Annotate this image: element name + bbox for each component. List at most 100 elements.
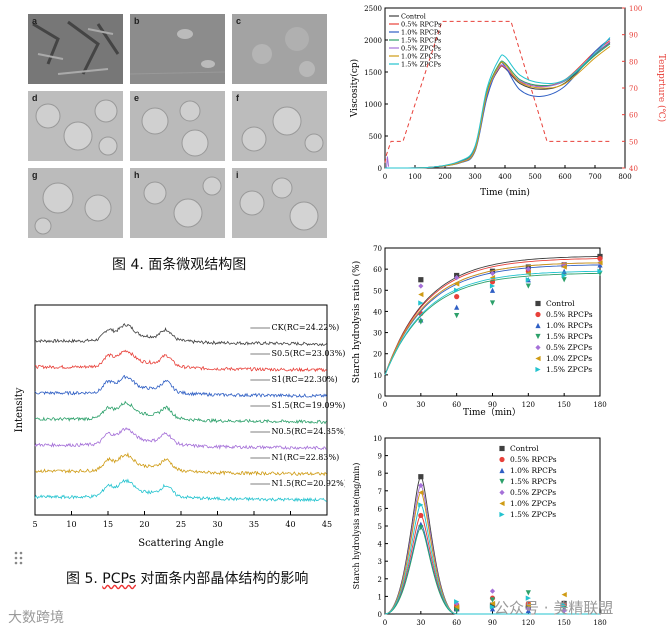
rate-legend-marker [499, 456, 505, 463]
ratio-point [454, 281, 460, 287]
rate-peak-point [418, 502, 424, 508]
ratio-point [454, 304, 460, 310]
rva-ytick-label: 1000 [364, 101, 382, 109]
rate-peak-point [418, 482, 424, 489]
rva-y2label: Temprture (℃) [656, 54, 667, 122]
ratio-point [525, 270, 531, 276]
ratio-ytick-label: 60 [373, 266, 382, 274]
xrd-xtick-label: 30 [212, 520, 222, 529]
ratio-legend-label: 1.0% RPCPs [546, 321, 593, 330]
panel-label: a [32, 16, 38, 26]
rate-ytick-label: 9 [378, 453, 382, 461]
micrograph-panel: c [232, 14, 327, 84]
xrd-xlabel: Scattering Angle [138, 538, 224, 549]
drag-handle-icon[interactable] [14, 550, 24, 565]
xrd-xtick-label: 5 [32, 520, 37, 529]
rva-y2tick-label: 90 [629, 32, 638, 40]
ratio-legend-marker [535, 355, 541, 362]
xrd-series-line [34, 349, 327, 373]
ratio-point [454, 287, 460, 293]
panel-label: g [32, 170, 38, 180]
rva-xtick-label: 500 [528, 173, 541, 181]
micrograph-panel: g [28, 168, 123, 238]
rva-y2tick-label: 70 [629, 85, 638, 93]
ratio-point [489, 300, 496, 306]
ratio-ytick-label: 50 [373, 287, 382, 295]
xrd-series-label: N1(RC=22.83%) [272, 453, 340, 462]
rva-series-line [384, 37, 611, 169]
xrd-series-line [34, 374, 328, 398]
rate-legend-marker [499, 478, 505, 485]
micrograph-panel: d [28, 91, 123, 161]
rva-chart: 0 100 200 300 400 500 600 700 800 0 500 1000 1500 200… [349, 5, 667, 198]
rva-ytick-label: 500 [369, 133, 382, 141]
xrd-series-label: CK(RC=24.22%) [272, 323, 340, 332]
rva-xtick-label: 100 [408, 173, 421, 181]
ratio-point [561, 277, 567, 283]
rate-peak-point [418, 489, 424, 496]
rva-y2tick-label: 80 [629, 58, 638, 66]
rate-xtick-label: 30 [416, 619, 425, 627]
xrd-chart: CK(RC=24.22%) S0.5(RC=23.03%) S1(RC=22.30%… [14, 304, 345, 549]
rate-ylabel: Starch hydrolysis rate(mg/min) [352, 463, 361, 590]
rva-legend-label: 0.5% RPCPs [401, 21, 441, 29]
rate-ytick-label: 2 [378, 576, 382, 584]
ratio-point [597, 255, 603, 262]
rate-point [454, 599, 460, 605]
rate-point [489, 597, 496, 603]
ratio-point [489, 283, 496, 289]
xrd-xtick-label: 45 [322, 520, 332, 529]
rva-temperature-line [384, 20, 610, 163]
xrd-series-line [34, 427, 327, 451]
ratio-point [489, 275, 496, 281]
rate-legend-marker [499, 445, 505, 452]
rva-xlabel: Time (min) [480, 187, 530, 198]
xrd-xtick-label: 35 [249, 520, 259, 529]
rate-legend-label: 1.5% RPCPs [510, 477, 557, 486]
rate-point [454, 607, 460, 614]
hydrolysis-ratio-chart: 0 30 60 90 120 150 180 0 10 20 30 40 50 60 70 Control 0… [351, 245, 607, 418]
ratio-legend-label: 0.5% RPCPs [546, 310, 593, 319]
rate-legend-label: 1.0% RPCPs [510, 466, 557, 475]
ratio-xtick-label: 90 [488, 401, 497, 409]
rate-xtick-label: 0 [383, 619, 387, 627]
xrd-xtick-label: 25 [176, 520, 186, 529]
rate-legend-marker [499, 511, 505, 518]
rate-xtick-label: 90 [488, 619, 497, 627]
ratio-point [418, 319, 424, 325]
rva-xtick-label: 400 [498, 173, 511, 181]
ratio-ylabel: Starch hydrolysis ratio (%) [351, 261, 362, 383]
xrd-series-label: S0.5(RC=23.03%) [272, 349, 345, 358]
rva-y2tick-label: 50 [629, 138, 638, 146]
rva-ylabel: Viscosity(cp) [349, 59, 360, 118]
rva-legend-label: 1.0% ZPCPs [401, 53, 441, 61]
rate-ytick-label: 0 [378, 611, 382, 619]
panel-label: d [32, 93, 38, 103]
rate-ytick-label: 10 [373, 435, 382, 443]
rva-y2tick-label: 60 [629, 112, 638, 120]
micrograph-panel: f [232, 91, 327, 161]
rate-legend-label: 0.5% RPCPs [510, 455, 557, 464]
ratio-ytick-label: 10 [373, 372, 382, 380]
xrd-series-line [34, 452, 328, 477]
xrd-series-label: N1.5(RC=20.92%) [272, 479, 345, 488]
rva-legend-label: 1.0% RPCPs [401, 29, 441, 37]
xrd-xtick-label: 40 [285, 520, 295, 529]
watermark-left-text: 大数跨境 [8, 610, 64, 626]
ratio-point [454, 313, 460, 319]
figure5-caption-prefix: 图 5. [66, 571, 103, 587]
rate-legend-label: 1.0% ZPCPs [510, 499, 556, 508]
rva-legend-label: 1.5% RPCPs [401, 37, 441, 45]
rva-y2tick-label: 100 [629, 5, 642, 13]
rate-peak-point [418, 474, 424, 480]
ratio-fit-line [384, 262, 601, 376]
rate-point [525, 590, 531, 596]
ratio-legend-label: 1.5% ZPCPs [546, 365, 592, 374]
figure5-caption-abbr: PCPs [102, 571, 136, 587]
ratio-point [525, 283, 531, 289]
rate-xtick-label: 120 [522, 619, 535, 627]
ratio-point [489, 270, 496, 276]
rate-xtick-label: 150 [557, 619, 570, 627]
rate-legend-label: 0.5% ZPCPs [510, 488, 556, 497]
rate-legend-marker [499, 500, 505, 507]
